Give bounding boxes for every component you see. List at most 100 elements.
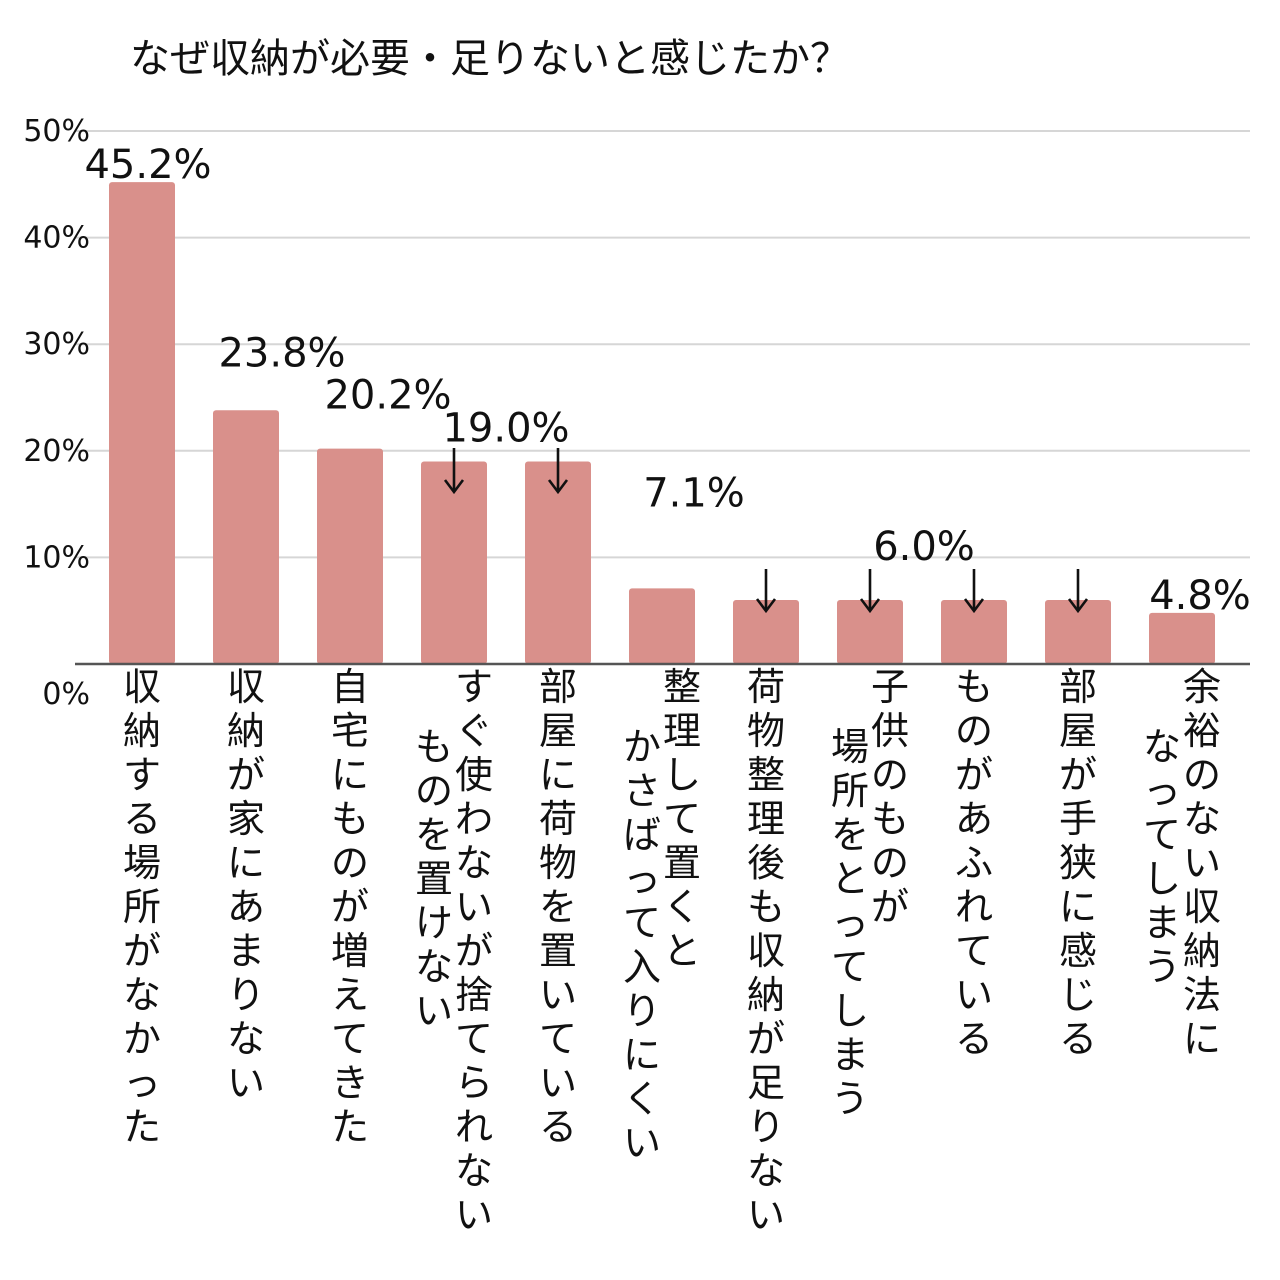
- svg-text:た: た: [123, 1105, 161, 1149]
- svg-text:裕: 裕: [1183, 709, 1221, 753]
- svg-text:狭: 狭: [1059, 841, 1097, 885]
- svg-text:れ: れ: [955, 885, 993, 929]
- svg-text:納: 納: [1183, 929, 1221, 973]
- svg-text:部: 部: [1059, 665, 1097, 709]
- y-tick-label: 40%: [23, 221, 90, 256]
- svg-text:か: か: [623, 725, 661, 769]
- svg-text:し: し: [831, 989, 869, 1033]
- svg-text:ら: ら: [455, 1061, 493, 1105]
- svg-text:物: 物: [539, 841, 577, 885]
- svg-text:ま: ま: [227, 929, 265, 973]
- svg-text:な: な: [227, 1017, 265, 1061]
- value-label: 7.1%: [643, 470, 745, 516]
- svg-text:荷: 荷: [747, 665, 785, 709]
- svg-text:も: も: [871, 797, 909, 841]
- svg-text:い: い: [539, 973, 577, 1017]
- svg-text:の: の: [871, 753, 909, 797]
- svg-text:物: 物: [747, 709, 785, 753]
- y-axis-ticks: 0% 10% 20% 30% 40% 50%: [23, 114, 90, 712]
- svg-text:捨: 捨: [455, 973, 493, 1017]
- svg-text:い: い: [1183, 841, 1221, 885]
- down-arrow-icon: [963, 569, 985, 614]
- svg-text:て: て: [539, 1017, 577, 1061]
- svg-text:て: て: [831, 945, 869, 989]
- svg-text:入: 入: [623, 945, 661, 989]
- svg-text:く: く: [623, 1077, 661, 1121]
- svg-text:ば: ば: [623, 813, 661, 857]
- svg-text:後: 後: [747, 841, 785, 885]
- y-tick-label: 50%: [23, 114, 90, 149]
- svg-text:に: に: [331, 753, 369, 797]
- y-tick-label: 10%: [23, 540, 90, 575]
- svg-text:い: い: [955, 973, 993, 1017]
- svg-text:が: が: [331, 885, 369, 929]
- bar: [525, 461, 591, 664]
- svg-text:部: 部: [539, 665, 577, 709]
- svg-text:収: 収: [747, 929, 785, 973]
- svg-text:う: う: [1143, 945, 1181, 989]
- value-label: 19.0%: [442, 405, 569, 451]
- y-tick-label: 0%: [42, 677, 90, 712]
- svg-text:手: 手: [1059, 797, 1097, 841]
- svg-text:の: の: [415, 769, 453, 813]
- svg-text:と: と: [663, 929, 701, 973]
- svg-text:る: る: [1059, 1017, 1097, 1061]
- svg-text:り: り: [623, 989, 661, 1033]
- bar: [317, 448, 383, 664]
- bar: [941, 600, 1007, 664]
- svg-text:す: す: [455, 665, 493, 709]
- svg-text:ふ: ふ: [955, 841, 993, 885]
- svg-text:収: 収: [227, 665, 265, 709]
- svg-text:所: 所: [831, 769, 869, 813]
- svg-text:な: な: [455, 841, 493, 885]
- svg-text:供: 供: [871, 709, 909, 753]
- svg-text:る: る: [539, 1105, 577, 1149]
- svg-text:が: が: [123, 929, 161, 973]
- bars: [109, 182, 1215, 664]
- svg-text:場: 場: [831, 725, 869, 769]
- svg-text:が: が: [871, 885, 909, 929]
- bar: [837, 600, 903, 664]
- svg-text:家: 家: [227, 797, 265, 841]
- svg-text:し: し: [663, 753, 701, 797]
- svg-text:た: た: [331, 1105, 369, 1149]
- svg-text:て: て: [1143, 813, 1181, 857]
- svg-text:が: が: [227, 753, 265, 797]
- value-label: 23.8%: [218, 330, 345, 376]
- svg-text:な: な: [123, 973, 161, 1017]
- down-arrow-icon: [547, 448, 569, 495]
- label-arrows: [443, 448, 1089, 614]
- svg-text:に: に: [539, 753, 577, 797]
- svg-text:整: 整: [663, 665, 701, 709]
- svg-text:じ: じ: [1059, 973, 1097, 1017]
- svg-text:い: い: [623, 1121, 661, 1165]
- svg-text:っ: っ: [623, 857, 661, 901]
- bar: [109, 182, 175, 664]
- svg-text:置: 置: [663, 841, 701, 885]
- bar: [1045, 600, 1111, 664]
- bar: [421, 461, 487, 664]
- svg-text:い: い: [227, 1061, 265, 1105]
- svg-text:わ: わ: [455, 797, 493, 841]
- svg-text:置: 置: [539, 929, 577, 973]
- svg-text:屋: 屋: [1059, 709, 1097, 753]
- bar: [733, 600, 799, 664]
- svg-text:納: 納: [123, 709, 161, 753]
- svg-text:所: 所: [123, 885, 161, 929]
- svg-text:す: す: [123, 753, 161, 797]
- value-label: 20.2%: [324, 373, 451, 419]
- svg-text:っ: っ: [123, 1061, 161, 1105]
- value-label: 6.0%: [873, 524, 975, 570]
- svg-text:整: 整: [747, 753, 785, 797]
- svg-text:る: る: [123, 797, 161, 841]
- svg-text:宅: 宅: [331, 709, 369, 753]
- svg-text:場: 場: [123, 841, 161, 885]
- svg-text:い: い: [747, 1193, 785, 1237]
